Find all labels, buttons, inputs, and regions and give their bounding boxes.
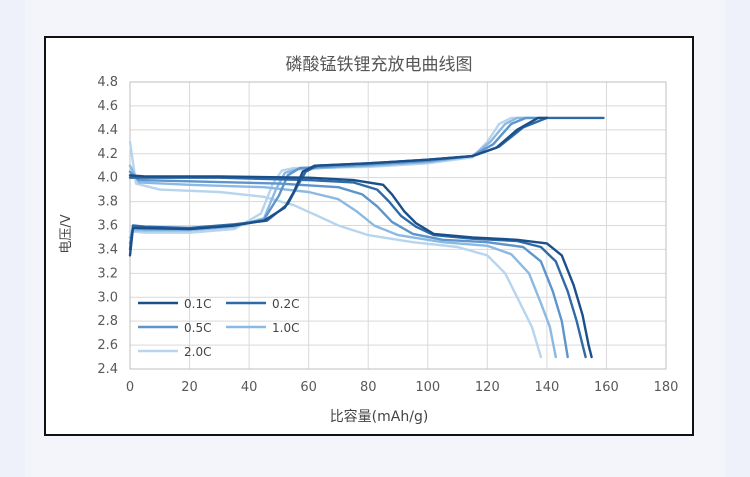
legend-label: 0.1C	[184, 297, 211, 311]
y-tick-label: 3.2	[97, 266, 118, 281]
x-axis-ticks: 0 20 40 60 80 100 120 140 160 180	[126, 380, 679, 395]
x-tick-label: 180	[654, 380, 679, 395]
y-tick-label: 2.6	[97, 338, 118, 353]
series-line-02C-discharge	[128, 176, 587, 359]
y-tick-label: 3.6	[97, 219, 118, 234]
y-tick-label: 4.2	[97, 147, 118, 162]
plot-border	[129, 81, 667, 370]
series-line-10C-discharge	[128, 164, 557, 359]
series-line-01C-discharge	[128, 174, 593, 359]
y-tick-label: 2.8	[97, 314, 118, 329]
series-line-05C-discharge	[128, 170, 569, 359]
x-tick-label: 100	[415, 380, 440, 395]
series-line-01C-charge	[128, 116, 549, 257]
x-tick-label: 80	[360, 380, 377, 395]
chart-svg: 磷酸锰铁锂充放电曲线图 0 20 40 60 80 100 120 140 160 180 2.4…	[59, 55, 679, 425]
chart-title: 磷酸锰铁锂充放电曲线图	[286, 55, 473, 75]
y-axis-label: 电压/V	[59, 214, 74, 253]
y-tick-label: 3.4	[97, 242, 118, 257]
plot-area	[129, 81, 667, 370]
x-tick-label: 0	[126, 380, 134, 395]
y-tick-label: 4.6	[97, 99, 118, 114]
legend-label: 1.0C	[272, 321, 299, 335]
x-axis-label: 比容量(mAh/g)	[330, 408, 429, 425]
x-tick-label: 120	[475, 380, 500, 395]
x-tick-label: 20	[181, 380, 198, 395]
y-axis-ticks: 2.4 2.6 2.8 3.0 3.2 3.4 3.6 3.8 4.0 4.2 4.4 4.6 4.8	[97, 75, 118, 377]
series-line-20C-charge	[128, 116, 531, 234]
y-tick-label: 4.0	[97, 171, 118, 186]
y-tick-label: 4.4	[97, 123, 118, 138]
x-tick-label: 60	[300, 380, 317, 395]
series-line-20C-discharge	[128, 140, 543, 359]
y-tick-label: 3.0	[97, 290, 118, 305]
series-group	[128, 116, 605, 359]
y-tick-label: 4.8	[97, 75, 118, 90]
legend-label: 2.0C	[184, 345, 211, 359]
x-tick-label: 160	[594, 380, 619, 395]
legend: 0.1C 0.2C 0.5C 1.0C 2.0C	[138, 297, 299, 359]
y-tick-label: 3.8	[97, 195, 118, 210]
y-tick-label: 2.4	[97, 362, 118, 377]
legend-label: 0.2C	[272, 297, 299, 311]
legend-label: 0.5C	[184, 321, 211, 335]
x-tick-label: 40	[241, 380, 258, 395]
chart-card: 磷酸锰铁锂充放电曲线图 0 20 40 60 80 100 120 140 160 180 2.4…	[44, 36, 694, 436]
x-tick-label: 140	[534, 380, 559, 395]
